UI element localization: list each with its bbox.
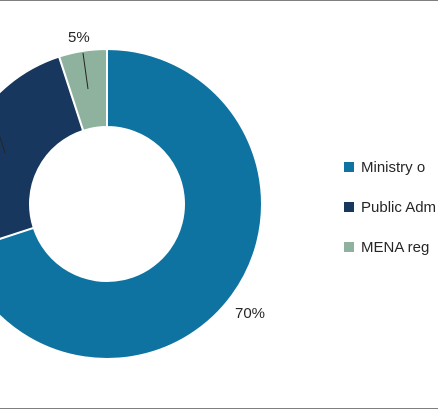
slice-public-adm xyxy=(0,55,85,240)
legend-swatch-mena xyxy=(344,242,354,252)
slice-mena xyxy=(57,47,108,133)
data-label-mena: 5% xyxy=(68,29,90,46)
slice-ministry xyxy=(0,47,263,360)
legend-swatch-public-adm xyxy=(344,202,354,212)
data-label-ministry: 70% xyxy=(235,305,265,322)
legend-item-mena: MENA reg xyxy=(344,237,436,257)
legend-label-mena: MENA reg xyxy=(361,238,430,256)
legend-swatch-ministry xyxy=(344,162,354,172)
leader-line-5pct xyxy=(82,52,89,90)
legend-item-ministry: Ministry o xyxy=(344,157,436,177)
legend-label-ministry: Ministry o xyxy=(361,158,426,176)
leader-line-25pct xyxy=(0,136,6,154)
legend-label-public-adm: Public Adm xyxy=(361,198,437,216)
donut-slices xyxy=(0,47,263,360)
legend-item-public-adm: Public Adm xyxy=(344,197,436,217)
chart-legend: Ministry o Public Adm MENA reg xyxy=(344,157,436,277)
